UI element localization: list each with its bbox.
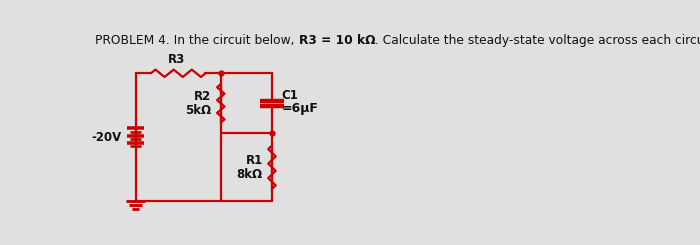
Text: -20V: -20V	[91, 131, 122, 144]
Text: C1: C1	[281, 89, 298, 102]
Text: R3 = 10 kΩ: R3 = 10 kΩ	[299, 34, 375, 47]
Text: R1: R1	[246, 154, 262, 167]
Text: R2: R2	[195, 90, 211, 103]
Text: R3: R3	[168, 53, 186, 66]
Text: 5kΩ: 5kΩ	[186, 104, 211, 117]
Text: . Calculate the steady-state voltage across each circuit element.: . Calculate the steady-state voltage acr…	[375, 34, 700, 47]
Text: PROBLEM 4. In the circuit below,: PROBLEM 4. In the circuit below,	[95, 34, 299, 47]
Text: =6μF: =6μF	[281, 102, 318, 115]
Text: 8kΩ: 8kΩ	[237, 168, 262, 181]
